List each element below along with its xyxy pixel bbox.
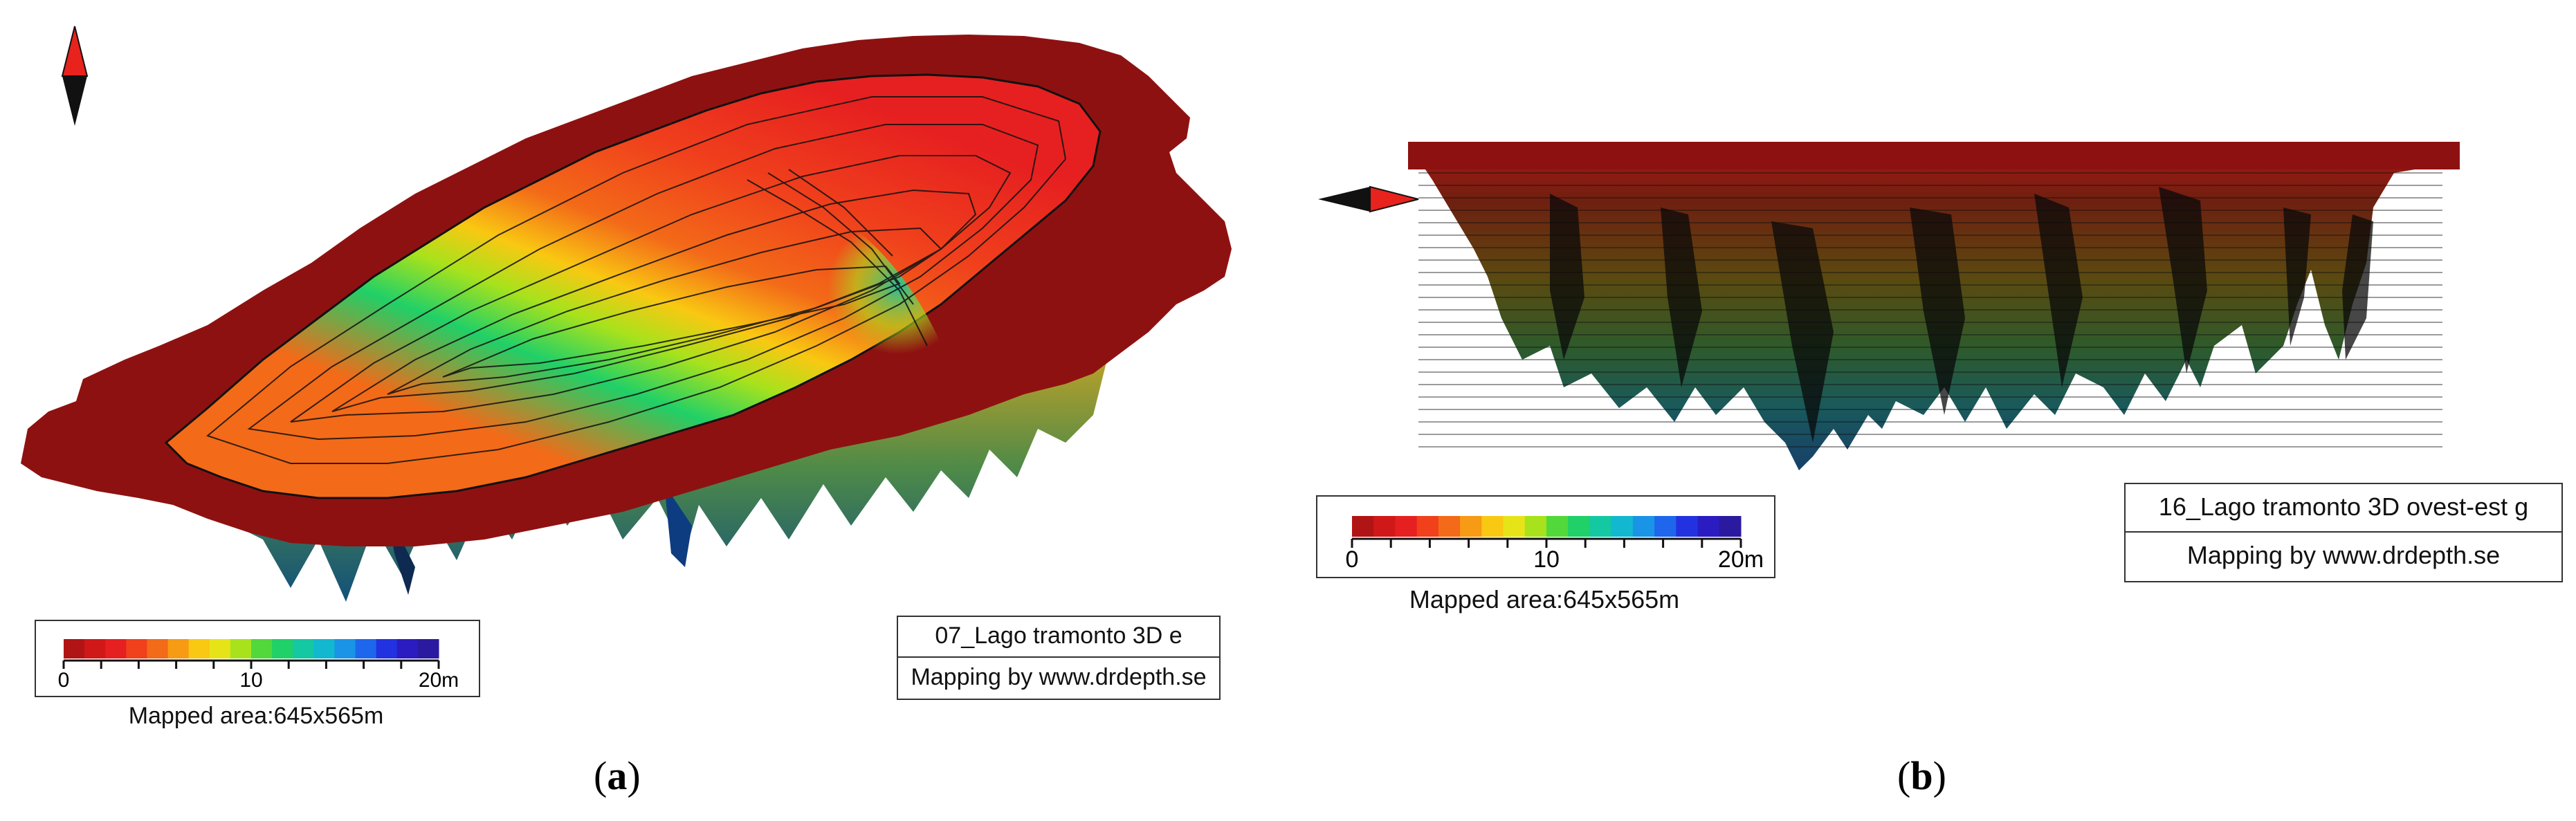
colorbar-swatch bbox=[251, 639, 273, 658]
colorbar-swatch bbox=[167, 639, 190, 658]
mapped-area-label: Mapped area:645x565m bbox=[1409, 585, 1680, 614]
colorbar-swatch bbox=[126, 639, 147, 658]
survey-title: 16_Lago tramonto 3D ovest-est g bbox=[2158, 492, 2529, 521]
colorbar-swatch bbox=[293, 639, 314, 658]
legend-tick-10: 10 bbox=[1533, 546, 1560, 573]
colorbar-swatch bbox=[272, 639, 293, 658]
colorbar-swatch bbox=[396, 639, 419, 658]
panel-a-3d-plan-view: 0 10 20m Mapped area:645x565m 07_Lago tr… bbox=[0, 0, 1287, 821]
colorbar-swatch bbox=[188, 639, 210, 658]
colorbar-swatch bbox=[1460, 516, 1482, 537]
mapping-credit: Mapping by www.drdepth.se bbox=[911, 664, 1207, 690]
colorbar-swatch bbox=[1524, 516, 1547, 537]
legend-tick-20: 20m bbox=[419, 669, 459, 692]
colorbar-swatch bbox=[64, 639, 85, 658]
legend-tick-10: 10 bbox=[239, 669, 262, 692]
lake-3d-render-west-east bbox=[1318, 142, 2460, 470]
colorbar-swatch bbox=[1481, 516, 1504, 537]
colorbar-swatch bbox=[355, 639, 377, 658]
depth-color-legend: 0 10 20m bbox=[1316, 495, 1775, 578]
survey-title: 07_Lago tramonto 3D e bbox=[935, 622, 1182, 649]
north-arrow-icon bbox=[61, 26, 89, 126]
colorbar-swatch bbox=[313, 639, 335, 658]
colorbar-swatch bbox=[1352, 516, 1374, 537]
contour-strata bbox=[1418, 172, 2442, 448]
lake-bed-surface bbox=[164, 73, 1102, 499]
contour-lines bbox=[205, 96, 1067, 464]
panel-caption-b: (b) bbox=[1897, 753, 1946, 798]
panel-b-3d-section-view: 0 10 20m Mapped area:645x565m 16_Lago tr… bbox=[1287, 0, 2576, 821]
panel-caption-a: (a) bbox=[594, 753, 641, 798]
colorbar-swatch bbox=[1676, 516, 1699, 537]
depth-colorbar: 0 10 20m bbox=[1346, 516, 1764, 573]
mapping-credit: Mapping by www.drdepth.se bbox=[2186, 541, 2501, 569]
colorbar-swatch bbox=[1395, 516, 1418, 537]
north-arrow-icon bbox=[1318, 185, 1419, 213]
colorbar-swatch bbox=[1697, 516, 1720, 537]
lake-3d-render-oblique bbox=[21, 26, 1232, 602]
mapped-area-label: Mapped area:645x565m bbox=[128, 703, 384, 729]
colorbar-swatch bbox=[1546, 516, 1569, 537]
colorbar-swatch bbox=[1654, 516, 1677, 537]
legend-tick-0: 0 bbox=[1346, 546, 1359, 573]
colorbar-swatch bbox=[105, 639, 127, 658]
colorbar-swatch bbox=[1503, 516, 1526, 537]
lake-section-rim bbox=[1408, 142, 2460, 169]
colorbar-swatch bbox=[1589, 516, 1612, 537]
colorbar-swatch bbox=[334, 639, 356, 658]
colorbar-swatch bbox=[376, 639, 398, 658]
survey-info-box: 16_Lago tramonto 3D ovest-est g Mapping … bbox=[2124, 483, 2563, 582]
depth-colorbar: 0 10 20m bbox=[58, 639, 459, 692]
colorbar-swatch bbox=[1632, 516, 1655, 537]
legend-tick-20: 20m bbox=[1718, 546, 1764, 573]
colorbar-swatch bbox=[84, 639, 106, 658]
survey-info-box: 07_Lago tramonto 3D e Mapping by www.drd… bbox=[897, 616, 1221, 700]
colorbar-swatch bbox=[417, 639, 439, 658]
colorbar-swatch bbox=[1611, 516, 1634, 537]
colorbar-swatch bbox=[1438, 516, 1461, 537]
colorbar-swatch bbox=[1568, 516, 1590, 537]
colorbar-swatch bbox=[1373, 516, 1396, 537]
legend-tick-0: 0 bbox=[58, 669, 70, 692]
colorbar-swatch bbox=[230, 639, 252, 658]
colorbar-swatch bbox=[147, 639, 169, 658]
colorbar-swatch bbox=[1719, 516, 1742, 537]
depth-color-legend: 0 10 20m bbox=[35, 620, 480, 697]
colorbar-swatch bbox=[209, 639, 231, 658]
colorbar-swatch bbox=[1416, 516, 1439, 537]
